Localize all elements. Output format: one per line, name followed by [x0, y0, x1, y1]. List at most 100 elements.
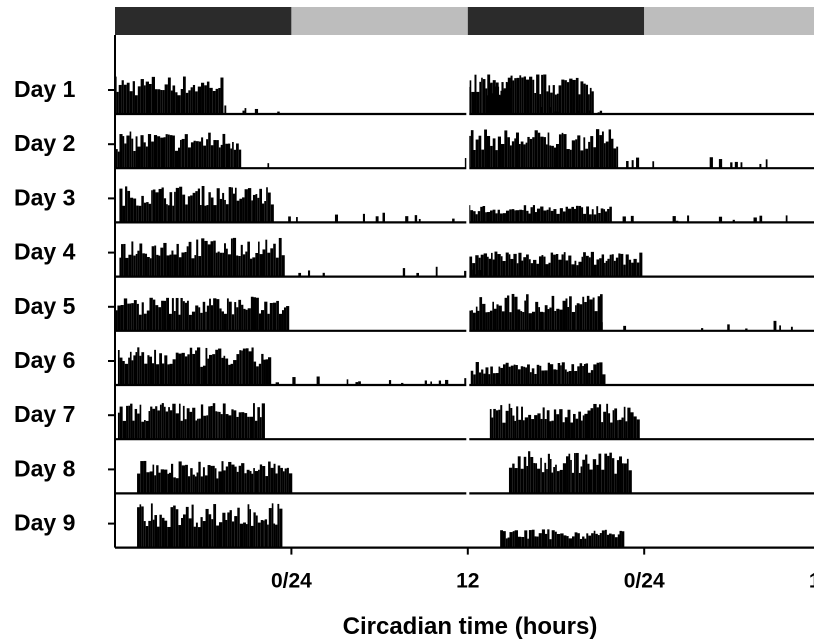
- activity-bar: [277, 111, 280, 114]
- activity-bar: [527, 538, 529, 548]
- activity-bar: [529, 138, 533, 169]
- activity-bar: [514, 210, 516, 223]
- activity-bar: [523, 257, 527, 277]
- activity-bar: [137, 507, 140, 548]
- activity-bar: [556, 369, 558, 385]
- activity-bar: [203, 145, 207, 169]
- activity-bar: [123, 243, 126, 277]
- activity-bar: [541, 529, 545, 548]
- activity-bar: [137, 347, 140, 385]
- activity-bar: [596, 259, 600, 277]
- activity-bar: [148, 83, 152, 114]
- activity-bar: [167, 473, 169, 494]
- activity-bar: [190, 468, 193, 494]
- activity-bar: [543, 210, 547, 223]
- activity-bar: [514, 138, 516, 169]
- activity-bar: [175, 413, 179, 440]
- activity-bar: [355, 382, 359, 385]
- activity-bar: [183, 514, 186, 548]
- activity-bar: [636, 419, 640, 440]
- activity-bar: [545, 264, 549, 277]
- activity-bar: [271, 503, 274, 548]
- activity-bar: [502, 213, 506, 223]
- activity-bar: [170, 507, 174, 548]
- activity-bar: [551, 420, 554, 440]
- activity-bar: [167, 134, 170, 169]
- activity-bar: [528, 259, 531, 277]
- activity-bar: [576, 303, 580, 331]
- activity-bar: [532, 137, 535, 169]
- activity-bar: [169, 254, 172, 277]
- activity-bar: [148, 520, 151, 548]
- activity-bar: [605, 211, 608, 223]
- activity-bar: [614, 408, 618, 440]
- activity-bar: [180, 420, 183, 440]
- activity-bar: [510, 407, 513, 440]
- activity-bar: [578, 205, 582, 223]
- activity-bar: [268, 461, 271, 494]
- activity-bar: [197, 527, 201, 548]
- activity-bar: [241, 304, 244, 331]
- activity-bar: [243, 522, 246, 548]
- activity-bar: [184, 419, 187, 440]
- activity-bar: [217, 251, 220, 277]
- activity-bar: [525, 367, 528, 385]
- activity-bar: [268, 357, 272, 385]
- activity-bar: [115, 149, 118, 169]
- activity-bar: [234, 516, 238, 548]
- activity-bar: [528, 451, 531, 494]
- day-row: Day 9: [14, 503, 814, 549]
- activity-bar: [231, 521, 235, 548]
- activity-bar: [244, 473, 247, 494]
- activity-bar: [241, 350, 243, 385]
- activity-bar: [487, 74, 491, 114]
- activity-bar: [218, 87, 221, 114]
- activity-bar: [218, 471, 222, 494]
- activity-bar: [490, 145, 493, 169]
- activity-bar: [221, 461, 224, 494]
- activity-bar: [151, 141, 154, 169]
- activity-bar: [210, 405, 213, 440]
- activity-bar: [567, 307, 570, 331]
- activity-bar: [516, 263, 519, 277]
- day-label: Day 5: [14, 293, 76, 319]
- activity-bar: [201, 137, 204, 169]
- activity-bar: [486, 135, 491, 169]
- activity-bar: [187, 147, 191, 169]
- activity-bar: [119, 257, 122, 277]
- activity-bar: [181, 465, 186, 494]
- activity-bar: [445, 379, 449, 385]
- activity-bar: [126, 82, 130, 114]
- activity-bar: [483, 373, 486, 385]
- day-label: Day 3: [14, 184, 75, 210]
- activity-bar: [178, 257, 182, 277]
- activity-bar: [578, 411, 582, 440]
- activity-bar: [596, 206, 599, 223]
- activity-bar: [582, 459, 586, 494]
- activity-bar: [480, 206, 483, 223]
- activity-bar: [518, 144, 521, 169]
- activity-bar: [197, 188, 201, 223]
- activity-bar: [592, 459, 597, 494]
- activity-bar: [469, 256, 473, 277]
- activity-bar: [526, 254, 529, 277]
- activity-bar: [222, 192, 225, 223]
- activity-bar: [790, 326, 793, 331]
- activity-bar: [494, 308, 497, 331]
- activity-bar: [221, 357, 224, 385]
- activity-bar: [136, 205, 139, 223]
- activity-bar: [270, 204, 274, 223]
- activity-bar: [631, 262, 634, 277]
- activity-bar: [251, 347, 254, 385]
- activity-bar: [178, 353, 182, 385]
- activity-bar: [495, 373, 499, 385]
- activity-bar: [508, 403, 511, 440]
- activity-bar: [540, 311, 544, 331]
- activity-bar: [583, 364, 586, 385]
- activity-bar: [572, 79, 576, 114]
- ld-segment-dark: [467, 7, 645, 35]
- activity-bar: [498, 305, 502, 331]
- activity-bar: [600, 322, 603, 331]
- activity-bar: [709, 157, 713, 169]
- activity-bar: [535, 301, 539, 331]
